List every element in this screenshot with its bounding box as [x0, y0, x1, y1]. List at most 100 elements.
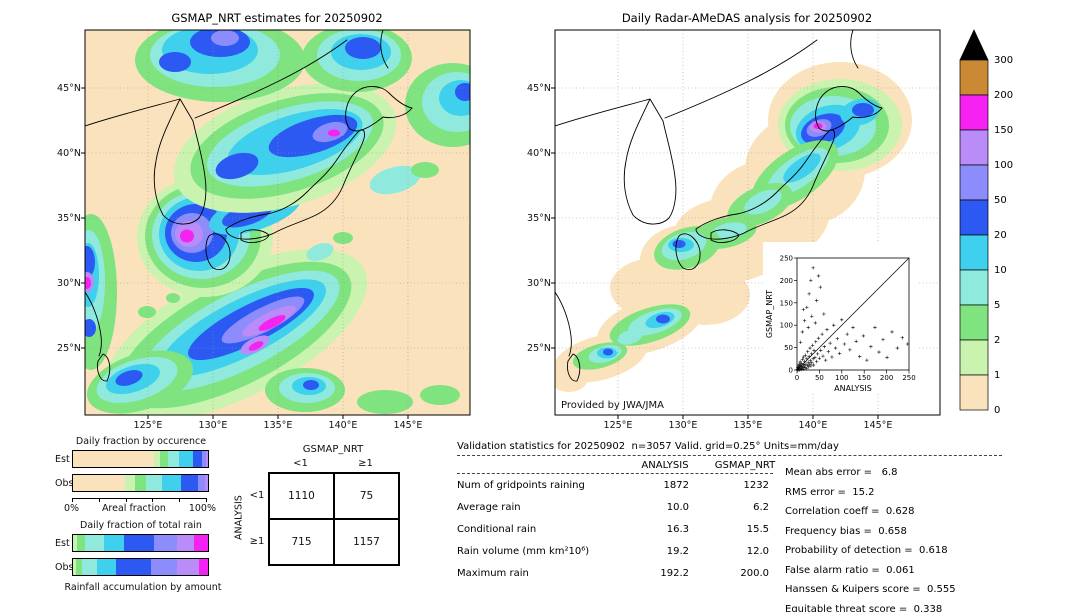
bar-segment [75, 559, 83, 575]
table-row: Maximum rain 192.2 200.0 [457, 567, 769, 579]
scatter-point [828, 341, 832, 345]
scatter-point [798, 340, 803, 344]
scatter-point [842, 342, 847, 346]
svg-text:145°E: 145°E [394, 420, 423, 431]
svg-text:100: 100 [994, 160, 1013, 171]
scatter-point [818, 285, 822, 289]
scatter-point [810, 343, 815, 348]
scatter-point [826, 349, 831, 354]
bar-segment [124, 535, 154, 551]
scatter-point [840, 318, 844, 322]
gsmap-map-panel: GSMAP_NRT estimates for 20250902 [57, 11, 471, 431]
scatter-point [881, 337, 885, 342]
bar-segment [82, 559, 98, 575]
svg-text:100: 100 [780, 322, 793, 330]
svg-text:35°N: 35°N [57, 213, 81, 224]
scatter-point [895, 346, 900, 350]
bar-row-label: Est [55, 453, 70, 465]
radar-precip-blobs [572, 79, 902, 370]
row-header: <1 [249, 489, 265, 501]
scatter-point [816, 336, 821, 340]
svg-text:300: 300 [994, 55, 1013, 66]
scatter-point [811, 266, 815, 270]
validation-scores: Mean abs error = 6.8 RMS error = 15.2 Co… [785, 463, 1003, 612]
scatter-point [802, 319, 807, 323]
svg-text:125°E: 125°E [134, 420, 163, 431]
scatter-point [806, 325, 810, 330]
bar-segment [125, 475, 135, 491]
bar-segment [77, 535, 86, 551]
col-header: ≥1 [358, 458, 373, 469]
scatter-point [832, 323, 836, 327]
svg-text:25°N: 25°N [57, 343, 81, 354]
dashed-divider [457, 473, 773, 474]
inset-y-tick-labels: 0 50 100 150 200 250 [780, 255, 793, 375]
row-header: ≥1 [249, 535, 265, 547]
stacked-bar [72, 450, 209, 468]
data-credit: Provided by JWA/JMA [561, 400, 664, 411]
stat-line: Hanssen & Kuipers score = 0.555 [785, 584, 956, 595]
bar-segment [198, 475, 205, 491]
stat-line: Frequency bias = 0.658 [785, 525, 907, 537]
scatter-point [873, 325, 877, 330]
occurrence-bars: Est Obs [55, 450, 235, 492]
lat-lon-grid [85, 30, 470, 415]
bar-segment [73, 559, 76, 575]
right-map-x-tick-labels: 125°E 130°E 135°E 140°E 145°E [604, 420, 893, 431]
scatter-point [885, 355, 889, 360]
bar-segment [73, 475, 126, 491]
coastline [555, 30, 883, 382]
scatter-point [821, 354, 825, 358]
table-row: Rain volume (mm km²10⁶) 19.2 12.0 [457, 545, 769, 557]
one-to-one-line [796, 257, 910, 371]
scatter-point [800, 330, 805, 334]
bar-segment [104, 535, 125, 551]
scatter-point [806, 365, 811, 369]
scatter-point [813, 355, 817, 360]
table-row: Average rain 10.0 6.2 [457, 501, 769, 513]
scatter-point [851, 325, 855, 330]
scatter-point [812, 348, 816, 352]
colorbar-overflow-arrow [959, 29, 989, 61]
bar-row: Est [55, 534, 235, 552]
svg-text:0: 0 [994, 405, 1000, 416]
svg-text:40°N: 40°N [57, 148, 81, 159]
contingency-side-label: ANALYSIS [233, 495, 245, 541]
bar-segment [206, 451, 208, 467]
col-header-analysis: ANALYSIS [641, 460, 689, 471]
bar-segment [180, 475, 199, 491]
inset-tick-marks [794, 257, 910, 374]
validation-header: Validation statistics for 20250902 n=305… [457, 441, 839, 452]
radar-map-panel: Daily Radar-AMeDAS analysis for 20250902 [527, 11, 941, 431]
scatter-point [848, 348, 852, 352]
axis-right-label: 100% [188, 503, 216, 514]
scatter-point [808, 346, 812, 350]
bar-segment [160, 451, 169, 467]
scatter-point [806, 349, 810, 354]
total-rain-bars: Est Obs [55, 534, 235, 576]
bar-segment [153, 535, 177, 551]
bar-segment [179, 451, 193, 467]
scatter-point [802, 355, 806, 359]
scatter-point [807, 292, 811, 296]
inset-xlabel: ANALYSIS [834, 384, 872, 393]
axis-left-label: 0% [64, 503, 80, 514]
svg-text:140°E: 140°E [799, 420, 828, 431]
bar-row: Est [55, 450, 235, 468]
areal-fraction-axis: 0% Areal fraction 100% [55, 498, 235, 514]
bar-segment [204, 475, 208, 491]
svg-text:5: 5 [994, 300, 1000, 311]
scatter-point [813, 321, 818, 325]
scatter-point [810, 314, 814, 318]
left-map-title: GSMAP_NRT estimates for 20250902 [171, 11, 382, 25]
contingency-col-headers: <1 ≥1 [268, 458, 398, 469]
stat-line: Equitable threat score = 0.338 [785, 603, 943, 612]
scatter-point [806, 360, 810, 365]
scatter-point [811, 357, 815, 361]
svg-text:200: 200 [780, 277, 793, 285]
stat-line: RMS error = 15.2 [785, 486, 875, 498]
bar-segment [134, 475, 146, 491]
bar-segment [198, 559, 208, 575]
svg-text:130°E: 130°E [669, 420, 698, 431]
gsmap-precip-blobs [85, 30, 470, 415]
